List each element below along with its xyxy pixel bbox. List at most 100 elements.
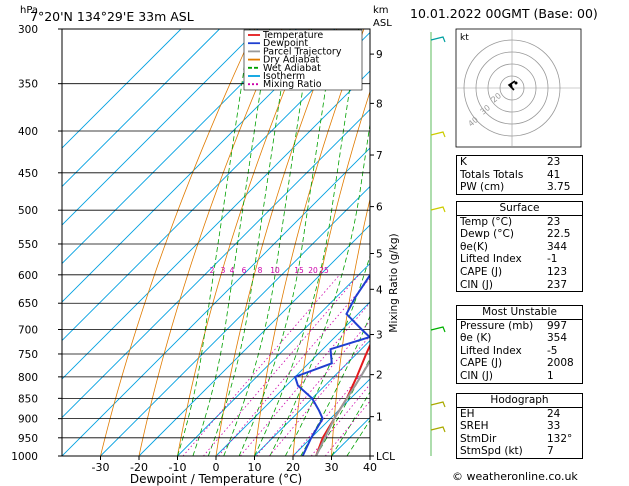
pressure-tick-label: 350	[18, 79, 38, 91]
km-tick-label: 2	[376, 370, 383, 382]
parcel-trajectory-line	[315, 359, 370, 456]
isotherm-line	[100, 185, 370, 456]
row-label: Lifted Index	[460, 253, 522, 266]
row-value: 33	[547, 420, 561, 433]
table-row: CAPE (J) 2008	[457, 357, 582, 370]
table-row: K 23	[457, 156, 582, 169]
wind-barb	[430, 206, 446, 213]
wet-adiabat-line	[238, 29, 335, 456]
row-label: θe (K)	[460, 332, 492, 345]
row-value: 3.75	[547, 181, 571, 194]
unstable-table: Most Unstable Pressure (mb) 997 θe (K) 354 Li…	[456, 305, 583, 384]
km-tick-label: 3	[376, 330, 383, 342]
row-label: CAPE (J)	[460, 357, 503, 370]
hodograph-trace	[507, 80, 516, 91]
wet-adiabat-line	[192, 29, 270, 456]
isotherm-line	[62, 29, 220, 188]
row-label: StmDir	[460, 432, 497, 445]
row-label: CAPE (J)	[460, 265, 503, 278]
row-label: PW (cm)	[460, 181, 505, 194]
dry-adiabat-line	[292, 90, 370, 456]
wet-adiabat-line	[207, 29, 291, 456]
row-value: 24	[547, 407, 561, 420]
row-value: 7	[547, 445, 554, 458]
km-tick-label: 6	[376, 202, 383, 214]
indices-table: K 23 Totals Totals 41 PW (cm) 3.75	[456, 155, 583, 195]
row-label: StmSpd (kt)	[460, 445, 523, 458]
row-label: Lifted Index	[460, 344, 522, 357]
mixing-ratio-label: 20	[308, 266, 318, 275]
table-title: Surface	[457, 202, 582, 216]
dry-adiabat-line	[177, 29, 310, 456]
row-label: CIN (J)	[460, 278, 493, 291]
mixing-ratio-axis-title: Mixing Ratio (g/kg)	[388, 233, 400, 332]
table-row: θe(K) 344	[457, 241, 582, 254]
km-tick-label: 5	[376, 249, 383, 261]
pressure-tick-label: 450	[18, 168, 38, 180]
km-tick-label: 9	[376, 49, 383, 61]
km-tick-label: 4	[376, 284, 383, 296]
wind-barb	[430, 401, 446, 408]
footer-credit: © weatheronline.co.uk	[452, 470, 578, 483]
wind-barb	[430, 36, 446, 43]
surface-table: Surface Temp (°C) 23 Dewp (°C) 22.5 θe(K) 344 L…	[456, 201, 583, 293]
temperature-tick-label: 40	[363, 461, 377, 474]
datetime-label: 10.01.2022 00GMT (Base: 00)	[410, 6, 598, 21]
row-value: 1	[547, 369, 554, 382]
wind-barb	[430, 326, 446, 333]
mixing-ratio-label: 10	[270, 266, 280, 275]
pressure-tick-label: 550	[18, 239, 38, 251]
km-axis-title: km	[373, 5, 389, 16]
mixing-ratio-line	[240, 302, 370, 456]
isotherm-line	[62, 147, 370, 456]
legend-box	[243, 29, 363, 91]
legend-item: Isotherm	[263, 71, 305, 82]
row-value: 22.5	[547, 228, 571, 241]
temperature-tick-label: 20	[286, 461, 300, 474]
row-value: -5	[547, 344, 558, 357]
table-row: SREH 33	[457, 420, 582, 433]
row-label: Pressure (mb)	[460, 319, 534, 332]
wet-adiabat-line	[254, 29, 359, 456]
row-value: 2008	[547, 357, 574, 370]
row-value: 237	[547, 278, 568, 291]
wet-adiabat-line	[331, 391, 370, 456]
mixing-ratio-label: 4	[230, 266, 235, 275]
wind-barb	[430, 131, 446, 138]
pressure-tick-label: 1000	[11, 451, 38, 463]
row-label: CIN (J)	[460, 369, 493, 382]
row-value: 123	[547, 265, 568, 278]
isotherm-line	[62, 29, 297, 265]
mixing-ratio-line	[256, 320, 370, 456]
isotherm-line	[62, 29, 182, 149]
row-value: 23	[547, 156, 561, 168]
pressure-tick-label: 850	[18, 393, 38, 405]
row-value: -1	[547, 253, 558, 266]
wet-adiabat-line	[300, 315, 370, 456]
wet-adiabat-line	[177, 29, 251, 456]
dry-adiabat-line	[100, 29, 256, 456]
row-label: θe(K)	[460, 240, 488, 253]
y-axis-title: hPa	[20, 5, 38, 16]
table-row: StmDir 132°	[457, 433, 582, 446]
wet-adiabat-line	[315, 357, 370, 456]
mixing-ratio-line	[218, 277, 370, 456]
isotherm-line	[254, 339, 370, 456]
table-row: CIN (J) 1	[457, 370, 582, 383]
temperature-tick-label: -20	[130, 461, 148, 474]
km-tick-label: 1	[376, 412, 383, 424]
pressure-tick-label: 700	[18, 325, 38, 337]
table-row: Temp (°C) 23	[457, 216, 582, 229]
dry-adiabat-line	[620, 29, 629, 456]
x-axis-title: Dewpoint / Temperature (°C)	[130, 472, 302, 486]
legend-item: Dewpoint	[263, 38, 308, 49]
dry-adiabat-line	[331, 197, 370, 456]
legend-item: Parcel Trajectory	[263, 46, 342, 57]
table-row: Pressure (mb) 997	[457, 320, 582, 333]
legend-item: Temperature	[262, 30, 323, 41]
temperature-tick-label: -30	[92, 461, 110, 474]
table-row: Lifted Index -1	[457, 253, 582, 266]
isotherm-line	[62, 31, 370, 342]
hodograph-table: Hodograph EH 24 SREH 33 StmDir 132° StmSpd (kt)…	[456, 393, 583, 459]
isotherm-line	[292, 378, 370, 456]
